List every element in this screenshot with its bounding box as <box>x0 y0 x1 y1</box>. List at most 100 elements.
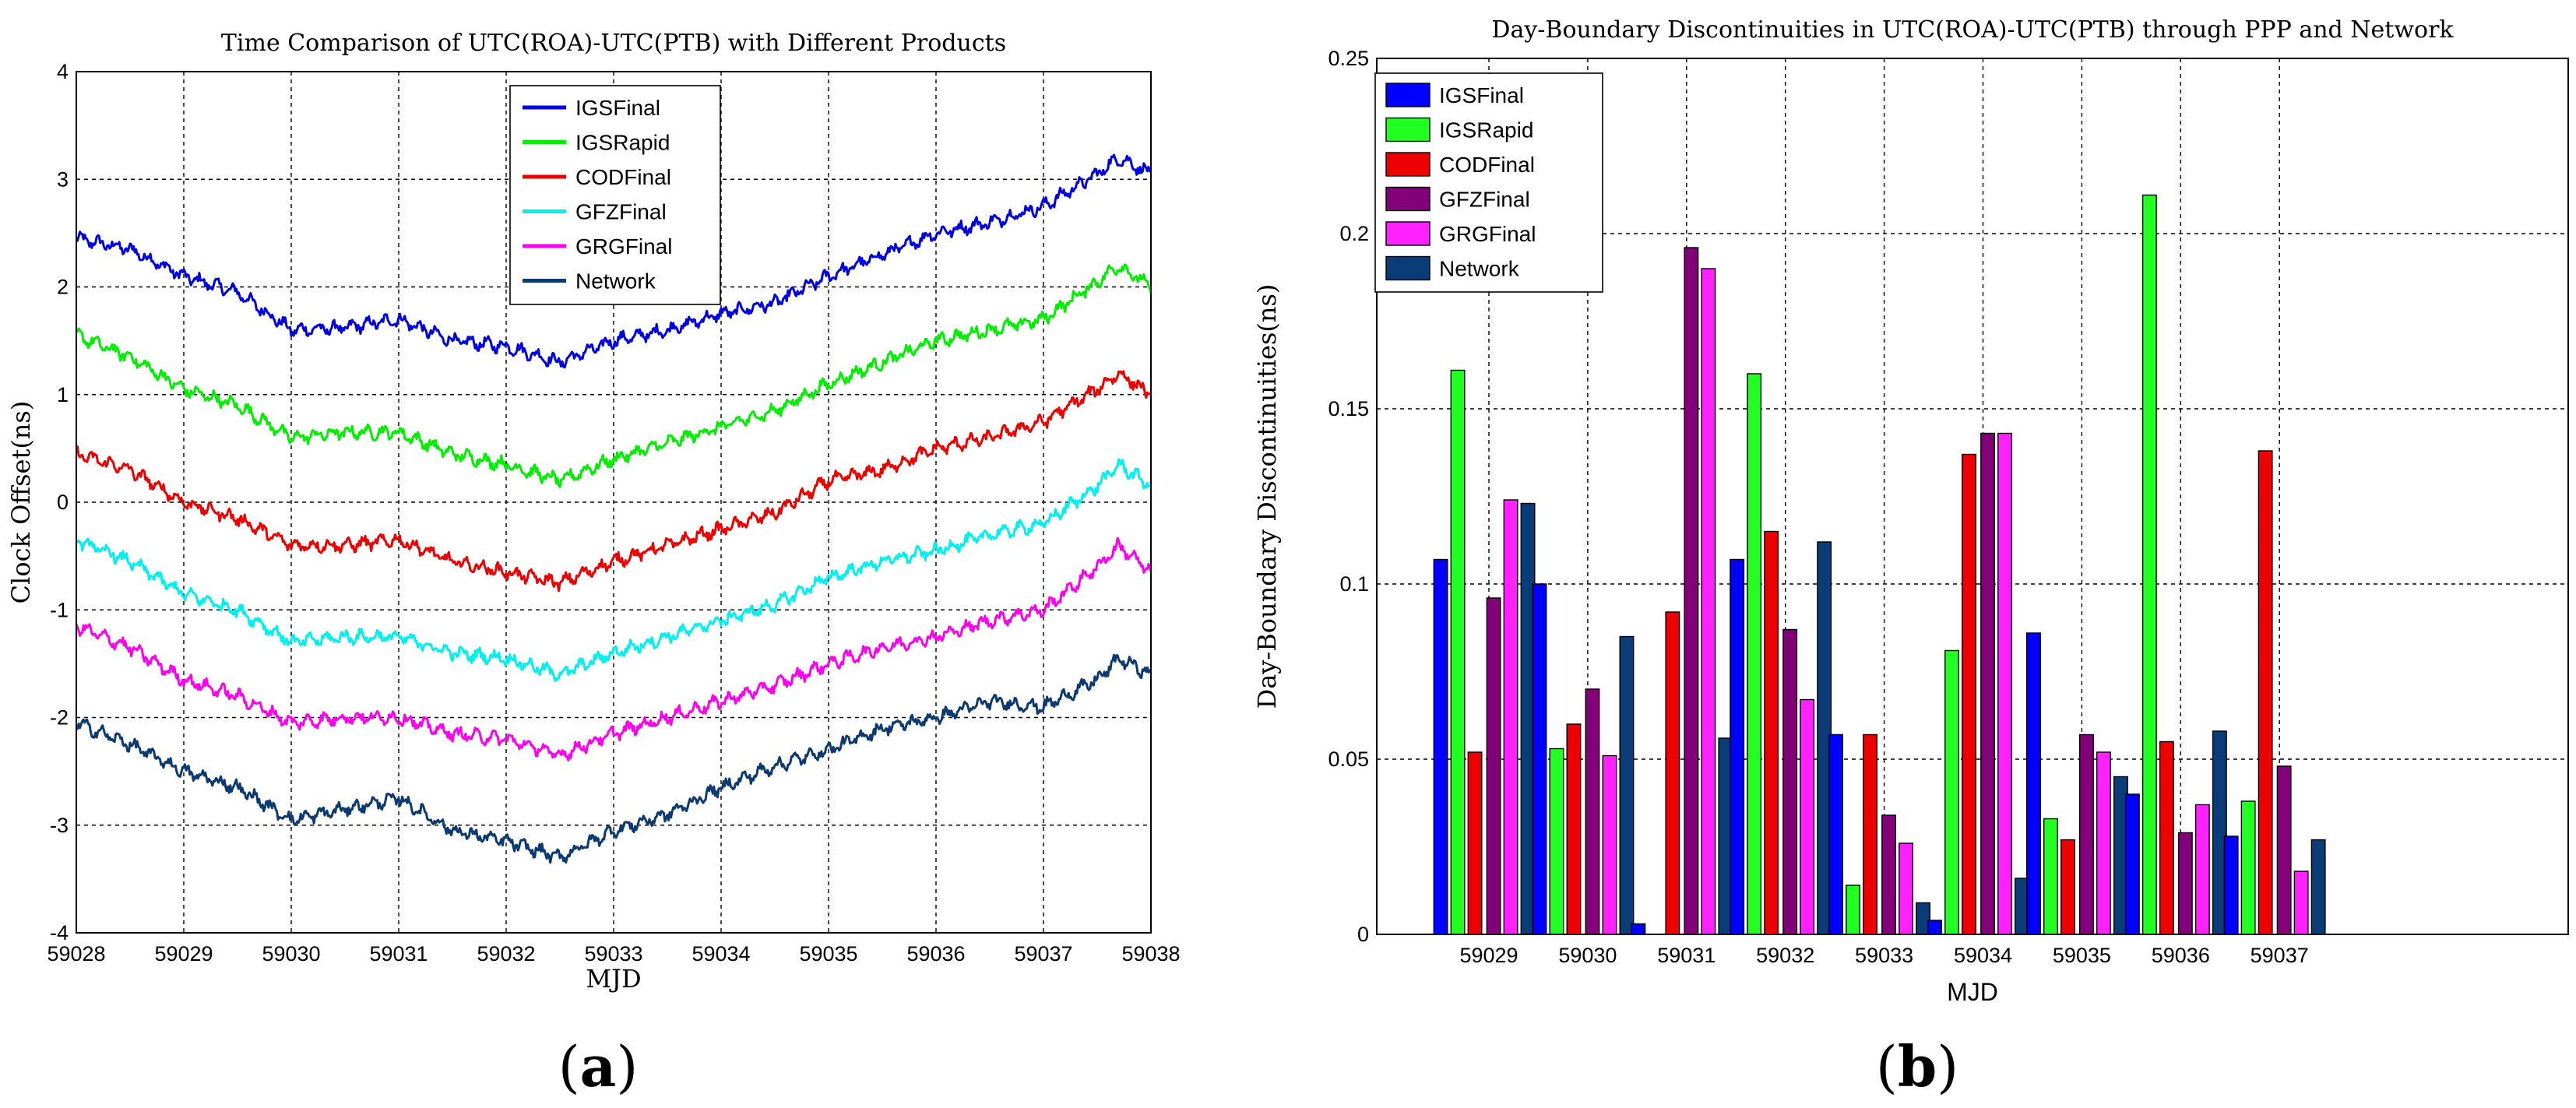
legend-label: Network <box>1439 257 1520 281</box>
y-tick-label: 0 <box>57 491 69 514</box>
y-tick-label: -3 <box>50 814 69 837</box>
bar-group-59037 <box>2223 450 2326 935</box>
x-tick-label: 59034 <box>692 942 750 966</box>
bar-igsrapid-59033 <box>1846 885 1861 935</box>
bar-group-59036 <box>2124 194 2227 935</box>
y-tick-label: 3 <box>57 167 69 191</box>
bar-network-59037 <box>2310 839 2326 935</box>
bar-igsrapid-59032 <box>1747 373 1762 935</box>
bar-gfzfinal-59036 <box>2177 832 2193 935</box>
y-tick-label: 1 <box>57 383 69 406</box>
bar-gfzfinal-59031 <box>1684 247 1699 935</box>
series-line-gfzfinal <box>76 458 1152 682</box>
bar-group-59033 <box>1828 733 1931 935</box>
legend-label: CODFinal <box>1439 153 1535 177</box>
legend-label: CODFinal <box>575 165 671 189</box>
bar-grgfinal-59036 <box>2194 804 2210 935</box>
bar-grgfinal-59031 <box>1701 268 1716 935</box>
y-tick-label: 0.25 <box>1328 47 1369 70</box>
legend-swatch-codfinal <box>1385 152 1431 177</box>
x-tick-label: 59032 <box>477 942 535 966</box>
x-tick-label: 59032 <box>1756 944 1814 967</box>
bar-grgfinal-59037 <box>2293 871 2309 935</box>
x-tick-label: 59036 <box>906 942 965 966</box>
x-tick-label: 59037 <box>2250 944 2309 967</box>
panel-label-close-paren: ) <box>616 1034 638 1099</box>
x-tick-label: 59030 <box>262 942 320 966</box>
bar-codfinal-59034 <box>1962 453 1977 935</box>
y-axis-label: Day-Boundary Discontinuities(ns) <box>1252 284 1282 709</box>
legend-label: GRGFinal <box>575 234 672 259</box>
bar-group-59030 <box>1532 583 1635 935</box>
x-tick-labels: 59028 59029 59030 59031 59032 59033 59034 59035… <box>47 942 1180 966</box>
bar-gfzfinal-59035 <box>2078 733 2094 935</box>
y-axis-label: Clock Offset(ns) <box>6 401 36 604</box>
x-tick-label: 59029 <box>1459 944 1518 967</box>
bar-codfinal-59036 <box>2159 740 2174 935</box>
bar-gfzfinal-59033 <box>1881 814 1897 935</box>
panel-label-a: (a) <box>558 1033 639 1099</box>
legend-box <box>1374 72 1603 293</box>
plot-frame <box>1376 58 2569 935</box>
x-tick-label: 59028 <box>47 942 105 966</box>
legend-box <box>509 85 721 305</box>
series-line-igsfinal <box>75 153 1152 369</box>
bar-igsrapid-59036 <box>2141 194 2157 935</box>
series-line-grgfinal <box>75 536 1153 762</box>
x-tick-label: 59029 <box>154 942 213 966</box>
bar-igsrapid-59030 <box>1549 747 1564 935</box>
bar-igsfinal-59036 <box>2124 793 2140 935</box>
bar-group-59031 <box>1631 247 1733 935</box>
bar-chart-panel: Day-Boundary Discontinuities in UTC(ROA)… <box>1252 16 2569 1099</box>
panel-label-open-paren: ( <box>1876 1034 1898 1099</box>
bar-codfinal-59029 <box>1467 751 1483 935</box>
grid <box>76 72 1151 933</box>
panel-label-open-paren: ( <box>558 1034 580 1099</box>
plot-frame <box>76 71 1152 934</box>
bar-grgfinal-59035 <box>2096 751 2111 935</box>
bar-grgfinal-59034 <box>1997 432 2013 935</box>
legend-label: GFZFinal <box>1439 188 1530 212</box>
series-lines <box>75 153 1153 864</box>
x-tick-label: 59030 <box>1558 944 1617 967</box>
y-tick-label: -1 <box>50 598 69 621</box>
legend-swatch-network <box>1385 255 1431 281</box>
x-axis-label: MJD <box>586 964 641 994</box>
y-tick-label: 0 <box>1357 923 1369 946</box>
bar-codfinal-59030 <box>1566 723 1582 935</box>
bar-igsrapid-59029 <box>1450 369 1466 935</box>
x-tick-label: 59033 <box>1855 944 1913 967</box>
bar-grgfinal-59030 <box>1602 754 1617 935</box>
legend-label: IGSFinal <box>1439 83 1524 107</box>
bar-igsfinal-59037 <box>2223 835 2239 935</box>
y-tick-labels: 0 0.05 0.1 0.15 0.2 0.25 <box>1328 47 1369 946</box>
bar-groups <box>1433 194 2326 935</box>
x-tick-label: 59038 <box>1121 942 1180 966</box>
bar-group-59034 <box>1927 432 2030 935</box>
y-tick-labels: -4 -3 -2 -1 0 1 2 3 4 <box>50 60 69 944</box>
legend: IGSFinal IGSRapid CODFinal GFZFinal GRGFinal… <box>509 85 721 305</box>
bar-igsfinal-59030 <box>1532 583 1547 935</box>
bar-gfzfinal-59034 <box>1980 432 1996 935</box>
bar-igsfinal-59032 <box>1730 558 1745 935</box>
x-axis-label: MJD <box>1947 978 1998 1006</box>
x-tick-label: 59037 <box>1014 942 1072 966</box>
bar-igsfinal-59029 <box>1433 558 1448 935</box>
bar-codfinal-59035 <box>2060 839 2075 935</box>
x-tick-label: 59033 <box>584 942 642 966</box>
bar-gfzfinal-59032 <box>1782 628 1798 935</box>
bar-gfzfinal-59029 <box>1486 597 1501 935</box>
x-tick-label: 59031 <box>1657 944 1716 967</box>
bar-group-59029 <box>1433 369 1536 935</box>
bar-igsrapid-59037 <box>2240 800 2256 935</box>
bar-grgfinal-59029 <box>1503 499 1519 935</box>
bar-gfzfinal-59037 <box>2276 765 2292 935</box>
panel-label-letter: a <box>580 1033 617 1099</box>
bar-igsrapid-59034 <box>1944 649 1960 935</box>
legend-label: Network <box>575 269 656 294</box>
chart-title: Day-Boundary Discontinuities in UTC(ROA)… <box>1491 16 2454 44</box>
y-tick-label: -2 <box>50 706 69 730</box>
legend-label: IGSRapid <box>1439 118 1533 142</box>
legend-label: GRGFinal <box>1439 222 1536 246</box>
